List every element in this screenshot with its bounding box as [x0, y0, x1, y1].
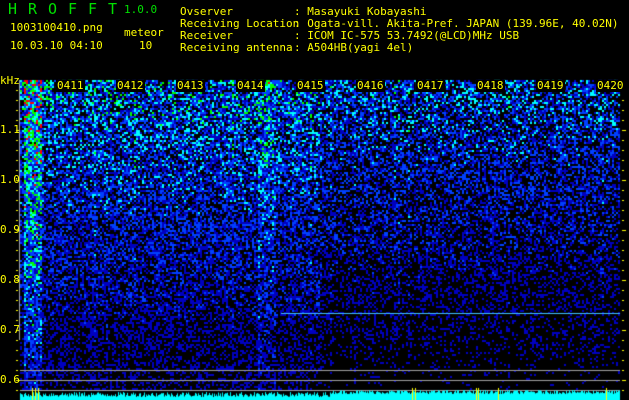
info-label: Receiver: [180, 29, 233, 42]
y-tick-label: 0.9: [0, 223, 20, 236]
info-value: : Masayuki Kobayashi: [294, 5, 427, 18]
file-name: 1003100410.png: [10, 21, 103, 34]
x-tick-label: 0411: [56, 79, 85, 92]
y-axis-unit: kHz: [0, 74, 20, 87]
title-letter: F: [68, 0, 78, 18]
file-datetime: 10.03.10 04:10: [10, 39, 103, 52]
x-tick-label: 0418: [476, 79, 505, 92]
app-version: 1.0.0: [124, 3, 158, 16]
x-tick-label: 0420: [596, 79, 625, 92]
y-tick-label: 0.7: [0, 323, 20, 336]
x-tick-label: 0415: [296, 79, 325, 92]
info-label: Receiving Location: [180, 17, 300, 30]
meteor-label: meteor: [124, 26, 164, 39]
x-tick-label: 0416: [356, 79, 385, 92]
x-tick-label: 0412: [116, 79, 145, 92]
title-letter: T: [108, 0, 118, 18]
y-tick-label: 0.8: [0, 273, 20, 286]
y-tick-label: 0.6: [0, 373, 20, 386]
info-value: : Ogata-vill. Akita-Pref. JAPAN (139.96E…: [294, 17, 619, 30]
y-tick-label: 1.0: [0, 173, 20, 186]
x-tick-label: 0414: [236, 79, 265, 92]
info-value: : ICOM IC-575 53.7492(@LCD)MHz USB: [294, 29, 520, 42]
x-tick-label: 0417: [416, 79, 445, 92]
meteor-count: 10: [139, 39, 153, 52]
info-label: Receiving antenna: [180, 41, 293, 54]
title-letter: H: [8, 0, 18, 18]
title-letter: O: [48, 0, 58, 18]
x-tick-label: 0413: [176, 79, 205, 92]
y-tick-label: 1.1: [0, 123, 20, 136]
x-tick-label: 0419: [536, 79, 565, 92]
info-label: Ovserver: [180, 5, 233, 18]
info-value: : A504HB(yagi 4el): [294, 41, 414, 54]
title-letter: F: [88, 0, 98, 18]
title-letter: R: [28, 0, 38, 18]
